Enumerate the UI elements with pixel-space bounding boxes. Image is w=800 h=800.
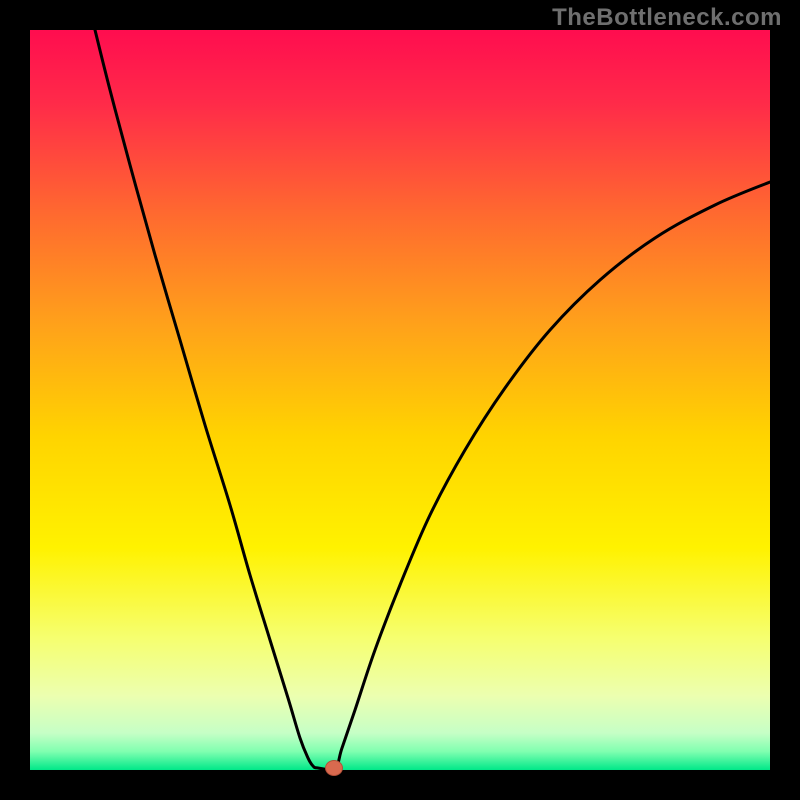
bottleneck-curve [0, 0, 800, 800]
optimal-point-marker [325, 760, 343, 776]
watermark-text: TheBottleneck.com [552, 4, 782, 32]
chart-frame: TheBottleneck.com [0, 0, 800, 800]
